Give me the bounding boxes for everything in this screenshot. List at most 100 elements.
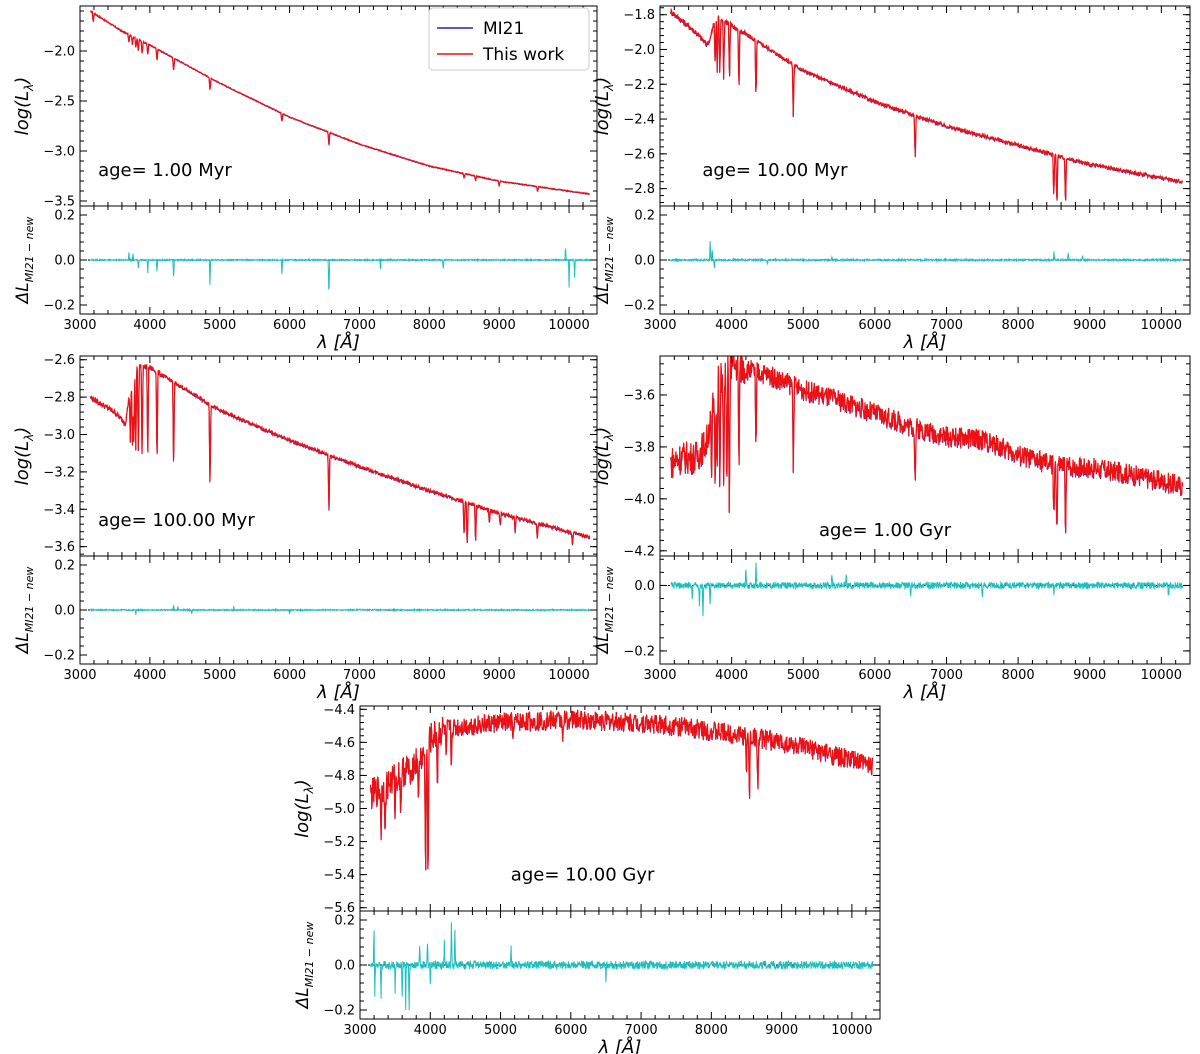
- y-tick-label: −2.2: [623, 78, 655, 93]
- y-tick-label: −3.6: [43, 540, 75, 555]
- age-annotation: age= 100.00 Myr: [98, 510, 255, 531]
- resid-y-tick-label: 0.2: [334, 914, 355, 929]
- panel-2: 3000 4000 5000 6000 7000 8000 9000 10000 −1.8 −2.…: [592, 5, 1191, 353]
- y-tick-label: −3.2: [43, 465, 75, 480]
- x-tick-label: 5000: [203, 668, 236, 683]
- y-tick-label: −4.2: [623, 544, 655, 559]
- legend: MI21 This work: [428, 7, 590, 71]
- residual-line: [670, 240, 1184, 268]
- resid-y-tick-label: −0.2: [43, 299, 75, 314]
- x-axis-label: λ [Å]: [903, 331, 947, 353]
- x-tick-label: 5000: [787, 318, 820, 333]
- age-annotation: age= 10.00 Gyr: [511, 864, 655, 885]
- residual-line: [90, 248, 591, 291]
- resid-y-tick-label: −0.2: [623, 644, 655, 659]
- residual-line: [670, 562, 1184, 617]
- y-tick-label: −1.8: [623, 8, 655, 23]
- x-tick-label: 4000: [715, 668, 748, 683]
- x-tick-label: 8000: [413, 668, 446, 683]
- y-tick-label: −2.5: [43, 95, 75, 110]
- x-tick-label: 9000: [1073, 318, 1106, 333]
- x-tick-label: 10000: [548, 318, 589, 333]
- x-tick-label: 7000: [343, 318, 376, 333]
- x-tick-label: 4000: [414, 1023, 447, 1038]
- resid-y-tick-label: 0.0: [634, 579, 655, 594]
- x-tick-label: 8000: [413, 318, 446, 333]
- y-tick-label: −3.4: [43, 503, 75, 518]
- x-tick-label: 9000: [483, 668, 516, 683]
- x-tick-label: 8000: [695, 1023, 728, 1038]
- y-tick-label: −4.6: [323, 736, 355, 751]
- resid-y-axis-label: ΔLMI21 − new: [593, 217, 616, 306]
- x-tick-label: 4000: [133, 668, 166, 683]
- resid-y-tick-label: 0.2: [634, 209, 655, 224]
- resid-y-tick-label: 0.2: [54, 209, 75, 224]
- x-axis-label: λ [Å]: [598, 1036, 642, 1054]
- resid-y-axis-label: ΔLMI21 − new: [293, 922, 316, 1011]
- x-tick-label: 9000: [765, 1023, 798, 1038]
- y-tick-label: −5.6: [323, 901, 355, 916]
- age-annotation: age= 1.00 Gyr: [819, 520, 952, 541]
- x-tick-label: 6000: [273, 668, 306, 683]
- x-tick-label: 10000: [548, 668, 589, 683]
- x-tick-label: 10000: [1141, 318, 1182, 333]
- panel-1: 3000 4000 5000 6000 7000 8000 9000 10000 −2.0 −2.…: [12, 5, 598, 353]
- x-tick-label: 8000: [1002, 668, 1035, 683]
- x-tick-label: 6000: [858, 318, 891, 333]
- x-tick-label: 9000: [483, 318, 516, 333]
- age-annotation: age= 1.00 Myr: [98, 160, 232, 181]
- resid-y-tick-label: 0.0: [54, 604, 75, 619]
- residual-axes-frame: [659, 555, 1191, 665]
- age-annotation: age= 10.00 Myr: [702, 160, 848, 181]
- x-tick-label: 5000: [787, 668, 820, 683]
- series-this-work-line: [89, 363, 591, 545]
- x-tick-label: 3000: [643, 318, 676, 333]
- x-tick-label: 6000: [554, 1023, 587, 1038]
- x-tick-label: 5000: [484, 1023, 517, 1038]
- y-tick-label: −3.5: [43, 195, 75, 210]
- x-axis-label: λ [Å]: [316, 681, 360, 703]
- panel-3: 3000 4000 5000 6000 7000 8000 9000 10000 −2.6 −2.…: [12, 353, 598, 703]
- panel-4: 3000 4000 5000 6000 7000 8000 9000 10000 −3.6 −3.…: [592, 355, 1191, 703]
- x-tick-label: 10000: [1141, 668, 1182, 683]
- series-this-work-line: [670, 356, 1184, 533]
- x-tick-label: 6000: [273, 318, 306, 333]
- y-tick-label: −5.4: [323, 868, 355, 883]
- x-axis-label: λ [Å]: [316, 331, 360, 353]
- y-tick-label: −4.8: [323, 769, 355, 784]
- y-tick-label: −2.8: [623, 182, 655, 197]
- y-tick-label: −5.2: [323, 835, 355, 850]
- residual-line: [90, 605, 591, 615]
- x-tick-label: 3000: [63, 668, 96, 683]
- x-tick-label: 3000: [63, 318, 96, 333]
- x-tick-label: 7000: [930, 318, 963, 333]
- y-axis-label: log(Lλ): [12, 77, 36, 136]
- y-axis-label: log(Lλ): [292, 779, 316, 838]
- y-tick-label: −4.4: [323, 703, 355, 718]
- residual-line: [370, 922, 874, 1011]
- resid-y-tick-label: −0.2: [623, 299, 655, 314]
- y-axis-label: log(Lλ): [592, 77, 616, 136]
- series-this-work-line: [670, 7, 1184, 200]
- x-tick-label: 4000: [715, 318, 748, 333]
- resid-y-axis-label: ΔLMI21 − new: [13, 217, 36, 306]
- y-tick-label: −3.0: [43, 428, 75, 443]
- series-this-work-line: [369, 709, 874, 870]
- series-this-work-line: [90, 9, 590, 195]
- resid-y-tick-label: 0.0: [54, 254, 75, 269]
- y-tick-label: −2.0: [43, 45, 75, 60]
- x-tick-label: 5000: [203, 318, 236, 333]
- x-tick-label: 10000: [831, 1023, 872, 1038]
- y-axis-label: log(Lλ): [12, 427, 36, 486]
- x-axis-label: λ [Å]: [903, 681, 947, 703]
- resid-y-tick-label: −0.2: [323, 1004, 355, 1019]
- y-tick-label: −5.0: [323, 802, 355, 817]
- x-tick-label: 7000: [625, 1023, 658, 1038]
- y-tick-label: −2.8: [43, 391, 75, 406]
- resid-y-axis-label: ΔLMI21 − new: [13, 567, 36, 656]
- x-tick-label: 9000: [1073, 668, 1106, 683]
- y-tick-label: −2.6: [623, 147, 655, 162]
- y-tick-label: −3.8: [623, 440, 655, 455]
- resid-y-axis-label: ΔLMI21 − new: [593, 567, 616, 656]
